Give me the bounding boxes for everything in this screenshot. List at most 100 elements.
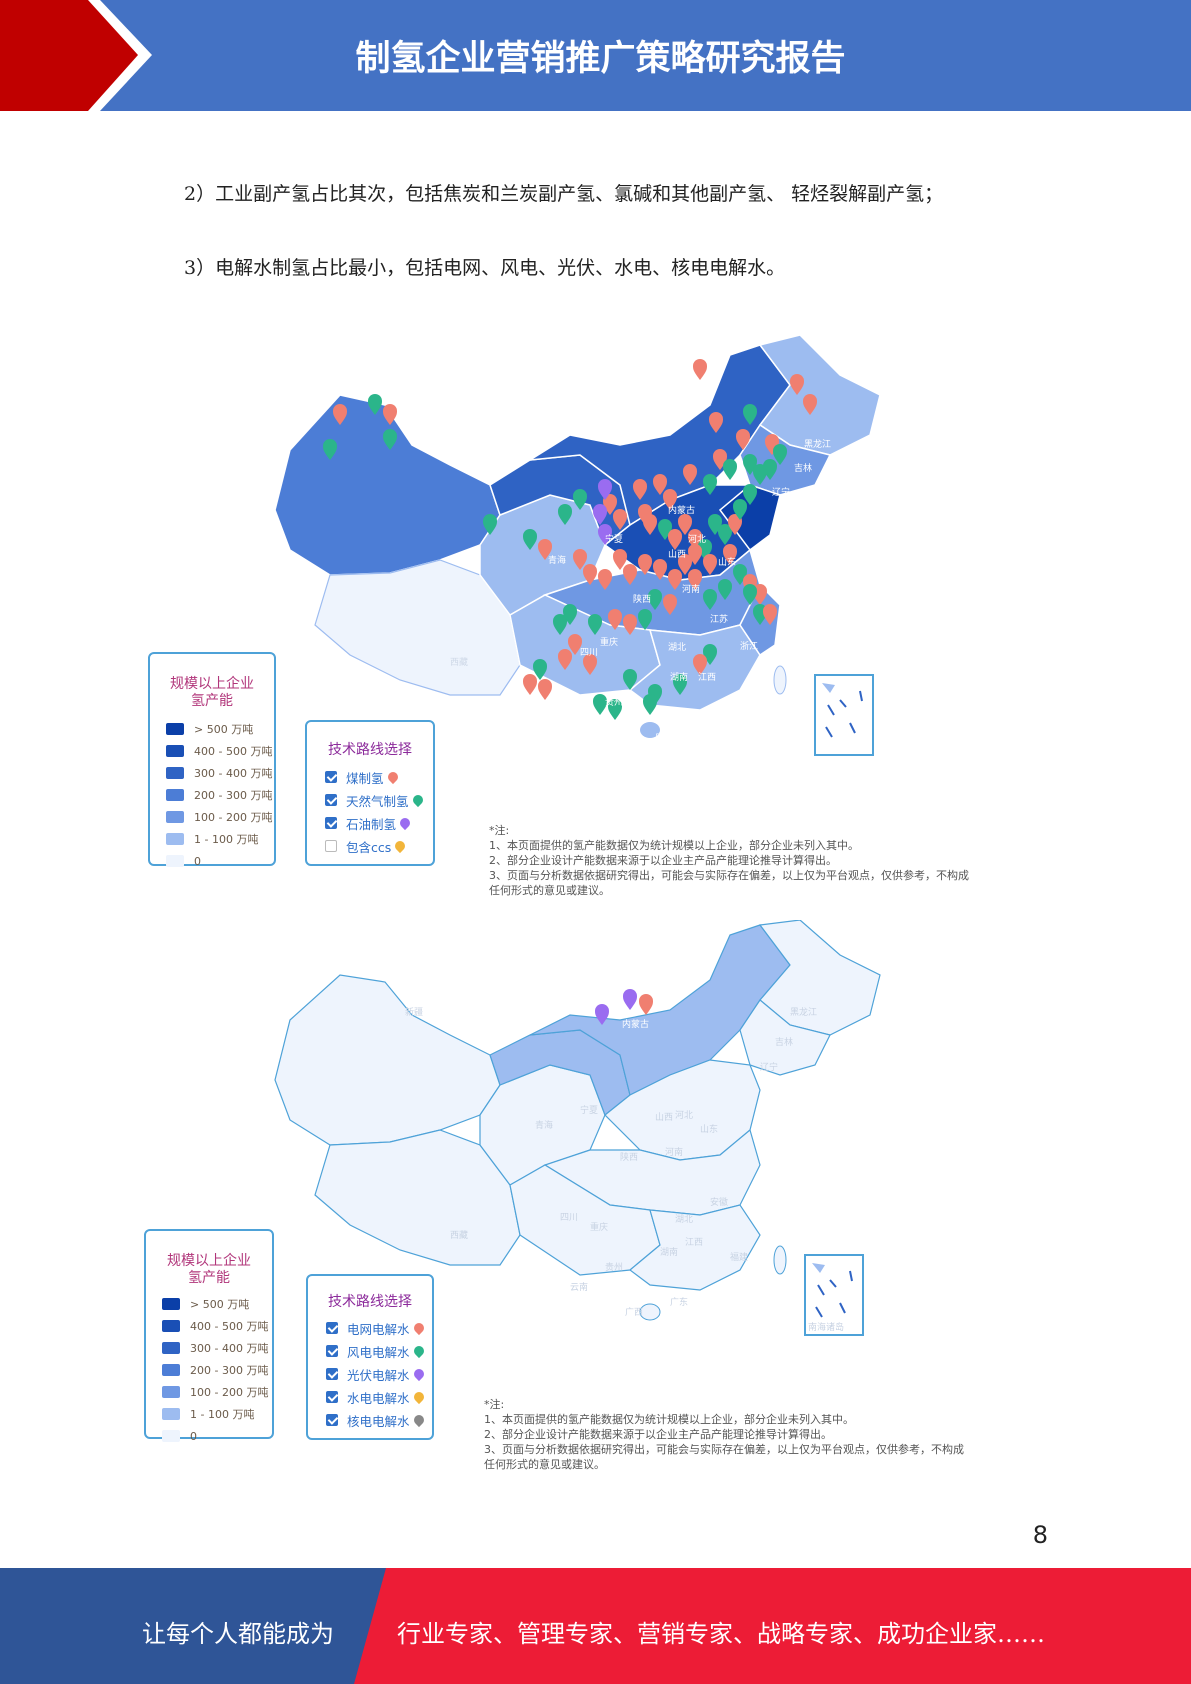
- legend-swatch: [166, 745, 184, 757]
- company-pin: [693, 654, 707, 675]
- legend-label: 0: [190, 1429, 197, 1443]
- province-label: 海南: [650, 746, 668, 758]
- legend-item: 300 - 400 万吨: [162, 1341, 268, 1355]
- tech-label: 水电电解水: [347, 1390, 410, 1406]
- province-taiwan: [773, 665, 787, 695]
- legend-item: 0: [166, 854, 201, 868]
- map-pin-icon: [411, 1320, 426, 1336]
- province-label: 安徽: [710, 1196, 728, 1208]
- province-label: 广西: [618, 731, 636, 743]
- province-label: 河北: [688, 533, 706, 545]
- company-pins-1: [323, 359, 817, 720]
- province-label: 陕西: [620, 1151, 638, 1163]
- company-pin: [703, 474, 717, 495]
- legend-item: 200 - 300 万吨: [162, 1363, 268, 1377]
- province-label: 南海诸岛: [808, 1321, 844, 1333]
- tech-checkbox[interactable]: [326, 1345, 338, 1357]
- map-pin-icon: [393, 838, 408, 854]
- note-line: 任何形式的意见或建议。: [484, 1458, 605, 1471]
- tech-option[interactable]: 光伏电解水: [326, 1366, 426, 1383]
- province-label: 浙江: [740, 640, 758, 652]
- company-pin: [598, 569, 612, 590]
- tech-route-selector-2: 技术路线选择 电网电解水 风电电解水 光伏电解水 水电电解水 核电电解水: [306, 1274, 434, 1440]
- province-label: 江西: [685, 1237, 703, 1248]
- tech-option[interactable]: 风电电解水: [326, 1343, 426, 1360]
- map-figure-2: 黑龙江 吉林 辽宁 内蒙古 新疆 宁夏 青海 山西 河北 山东 陕西 河南 安徽 四川 重庆 湖北 江西 湖南 贵州…: [144, 919, 1040, 1471]
- province-label: 内蒙古: [668, 504, 695, 516]
- province-label: 宁夏: [605, 533, 623, 545]
- capacity-legend-1: 规模以上企业 氢产能 > 500 万吨 400 - 500 万吨 300 - 400…: [148, 652, 276, 868]
- tech-option[interactable]: 电网电解水: [326, 1320, 426, 1337]
- legend-swatch: [162, 1298, 180, 1310]
- province-label: 湖南: [660, 1246, 678, 1258]
- tech-checkbox[interactable]: [326, 1368, 338, 1380]
- legend-swatch: [162, 1430, 180, 1442]
- province-label: 黑龙江: [790, 1006, 817, 1018]
- tech-checkbox[interactable]: [325, 817, 337, 829]
- company-pin: [668, 569, 682, 590]
- tech-checkbox[interactable]: [326, 1414, 338, 1426]
- company-pin: [718, 524, 732, 545]
- company-pin: [523, 529, 537, 550]
- province-label: 南海诸岛: [818, 738, 854, 750]
- company-pin: [693, 359, 707, 380]
- tech-option[interactable]: 包含ccs: [325, 838, 408, 855]
- map-pin-icon: [397, 815, 413, 831]
- note-line: 3、页面与分析数据依据研究得出，可能会与实际存在偏差，以上仅为平台观点，仅供参考…: [484, 1443, 964, 1456]
- legend-label: > 500 万吨: [194, 723, 254, 736]
- province-label: 吉林: [775, 1036, 793, 1048]
- tech-option[interactable]: 核电电解水: [326, 1412, 426, 1429]
- company-pin: [678, 514, 692, 535]
- company-pin: [593, 504, 607, 525]
- province-hainan-2: [639, 1303, 661, 1321]
- province-south-2: [629, 1204, 761, 1291]
- map-notes-1: *注: 1、本页面提供的氢产能数据仅为统计规模以上企业，部分企业未列入其中。 2、部…: [489, 823, 1049, 898]
- page-header: 制氢企业营销推广策略研究报告: [0, 0, 1191, 111]
- tech-option[interactable]: 水电电解水: [326, 1389, 426, 1406]
- company-pin: [608, 699, 622, 720]
- company-pin: [523, 674, 537, 695]
- company-pin: [558, 649, 572, 670]
- tech-checkbox[interactable]: [326, 1322, 338, 1334]
- legend-title: 规模以上企业 氢产能: [167, 1253, 251, 1286]
- province-label: 重庆: [600, 636, 618, 648]
- footer-slogan-right: 行业专家、管理专家、营销专家、战略专家、成功企业家……: [397, 1620, 1045, 1648]
- company-pin: [623, 669, 637, 690]
- map-notes-2: *注: 1、本页面提供的氢产能数据仅为统计规模以上企业，部分企业未列入其中。 2、部…: [484, 1397, 1039, 1472]
- legend-item: 0: [162, 1429, 197, 1443]
- south-sea-inset-2: [804, 1254, 864, 1336]
- tech-checkbox[interactable]: [326, 1391, 338, 1403]
- tech-checkbox[interactable]: [325, 840, 337, 852]
- note-line: *注:: [484, 1398, 505, 1411]
- legend-swatch: [162, 1386, 180, 1398]
- province-label: 江苏: [710, 613, 728, 625]
- legend-label: 1 - 100 万吨: [190, 1408, 255, 1421]
- company-pin: [743, 584, 757, 605]
- company-pin: [663, 594, 677, 615]
- legend-label: 400 - 500 万吨: [190, 1320, 269, 1333]
- legend-item: 400 - 500 万吨: [162, 1319, 268, 1333]
- province-taiwan-2: [773, 1245, 787, 1275]
- company-pin: [653, 474, 667, 495]
- tech-option[interactable]: 煤制氢: [325, 769, 400, 786]
- province-label: 陕西: [633, 593, 651, 605]
- tech-checkbox[interactable]: [325, 771, 337, 783]
- map-pin-icon: [385, 769, 400, 785]
- tech-option[interactable]: 石油制氢: [325, 815, 413, 832]
- province-label: 新疆: [405, 1006, 423, 1018]
- legend-swatch: [166, 767, 184, 779]
- company-pin: [723, 544, 737, 565]
- company-pin: [623, 989, 637, 1010]
- tech-label: 煤制氢: [346, 770, 384, 786]
- company-pins-2: [595, 989, 653, 1025]
- company-pin: [583, 564, 597, 585]
- tech-checkbox[interactable]: [325, 794, 337, 806]
- tech-option[interactable]: 天然气制氢: [325, 792, 425, 809]
- map-pin-icon: [411, 1412, 426, 1428]
- company-pin: [643, 694, 657, 715]
- province-xinjiang-2: [274, 974, 501, 1146]
- province-label: 新疆: [420, 434, 438, 446]
- province-heilongjiang: [758, 334, 881, 456]
- company-pin: [368, 394, 382, 415]
